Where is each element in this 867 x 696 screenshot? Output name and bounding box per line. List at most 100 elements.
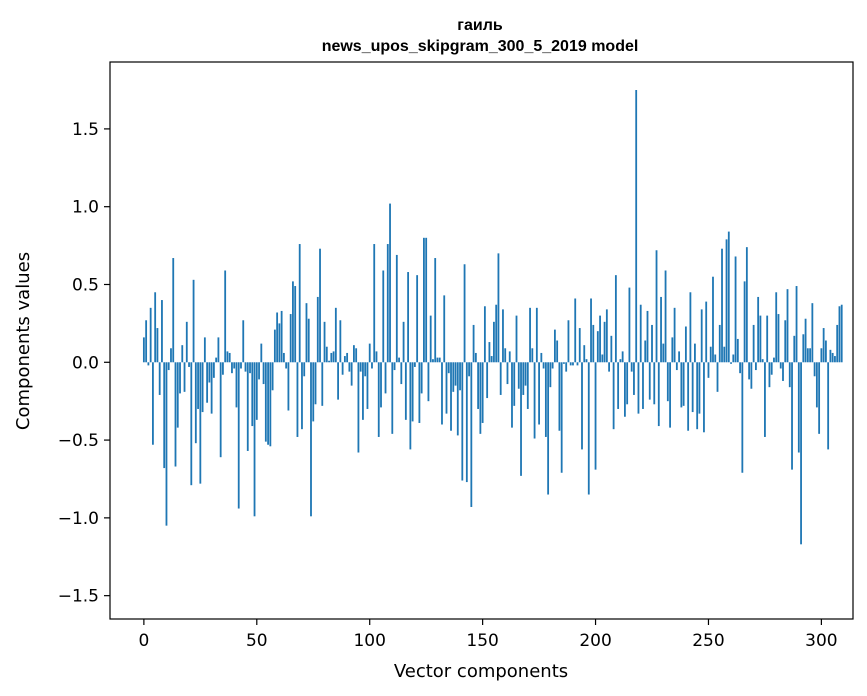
bar-137 bbox=[452, 362, 455, 392]
bar-107 bbox=[384, 362, 387, 394]
bar-292 bbox=[802, 334, 805, 363]
bar-249 bbox=[705, 301, 708, 363]
bar-92 bbox=[350, 362, 353, 386]
bar-197 bbox=[587, 362, 590, 495]
bar-195 bbox=[583, 345, 586, 363]
bar-242 bbox=[689, 292, 692, 363]
bar-131 bbox=[438, 357, 441, 363]
bar-71 bbox=[303, 362, 306, 377]
bar-99 bbox=[366, 362, 369, 409]
bar-42 bbox=[237, 362, 240, 509]
bar-162 bbox=[508, 351, 511, 363]
bar-0 bbox=[142, 337, 145, 363]
bar-277 bbox=[768, 362, 771, 388]
bar-235 bbox=[673, 307, 676, 363]
bar-175 bbox=[538, 362, 540, 425]
bar-198 bbox=[590, 298, 592, 363]
bar-224 bbox=[648, 362, 651, 400]
bar-240 bbox=[684, 326, 687, 363]
bar-20 bbox=[188, 362, 190, 367]
bar-177 bbox=[542, 362, 545, 369]
bar-51 bbox=[258, 362, 260, 380]
bar-263 bbox=[736, 338, 739, 363]
bar-206 bbox=[608, 362, 610, 372]
bar-222 bbox=[644, 340, 647, 363]
x-axis-label: Vector components bbox=[394, 661, 568, 682]
bar-186 bbox=[563, 362, 565, 364]
bar-24 bbox=[197, 362, 199, 409]
chart-subtitle: news_upos_skipgram_300_5_2019 model bbox=[322, 38, 639, 55]
y-tick-label: −0.5 bbox=[58, 431, 99, 451]
bar-247 bbox=[700, 309, 703, 363]
bar-64 bbox=[287, 362, 290, 411]
bar-217 bbox=[633, 362, 635, 395]
bar-221 bbox=[642, 362, 644, 409]
bar-83 bbox=[330, 352, 333, 363]
bar-147 bbox=[474, 352, 477, 363]
bar-214 bbox=[626, 362, 629, 405]
bar-282 bbox=[779, 362, 782, 369]
bar-257 bbox=[723, 346, 726, 363]
bar-157 bbox=[497, 253, 500, 363]
bar-10 bbox=[165, 362, 168, 526]
bar-5 bbox=[154, 292, 157, 363]
bar-88 bbox=[341, 362, 344, 375]
bar-104 bbox=[377, 362, 380, 437]
y-tick-label: 0.0 bbox=[72, 353, 99, 373]
bar-261 bbox=[732, 354, 735, 363]
bar-144 bbox=[468, 362, 470, 377]
y-axis-ticks: −1.5 −1.0 −0.5 0.0 0.5 1.0 1.5 bbox=[58, 120, 110, 607]
bar-220 bbox=[639, 304, 642, 363]
bar-298 bbox=[815, 362, 818, 408]
bar-156 bbox=[495, 304, 498, 363]
bar-100 bbox=[368, 343, 371, 363]
y-axis-label: Components values bbox=[13, 252, 34, 430]
bar-76 bbox=[314, 362, 317, 405]
bar-180 bbox=[549, 362, 552, 388]
bar-series bbox=[142, 90, 843, 545]
bar-97 bbox=[362, 362, 364, 420]
bar-38 bbox=[228, 352, 231, 363]
bar-39 bbox=[231, 362, 233, 374]
bar-109 bbox=[389, 203, 391, 363]
bar-22 bbox=[192, 279, 195, 363]
bar-262 bbox=[734, 256, 737, 363]
y-tick-label: −1.5 bbox=[58, 587, 99, 607]
bar-241 bbox=[687, 362, 690, 431]
x-axis-ticks: 0 50 100 150 200 250 300 bbox=[138, 619, 838, 651]
bar-265 bbox=[741, 362, 744, 473]
bar-238 bbox=[680, 362, 683, 408]
bar-273 bbox=[759, 315, 762, 363]
bar-134 bbox=[445, 362, 448, 414]
bar-286 bbox=[788, 362, 791, 388]
bar-163 bbox=[511, 362, 513, 428]
bar-75 bbox=[312, 362, 315, 422]
bar-272 bbox=[757, 296, 760, 363]
bar-258 bbox=[725, 239, 728, 363]
bar-275 bbox=[764, 362, 766, 437]
bar-232 bbox=[666, 362, 669, 402]
bar-63 bbox=[285, 362, 288, 369]
bar-37 bbox=[226, 351, 229, 363]
bar-67 bbox=[294, 286, 297, 363]
bar-236 bbox=[675, 362, 678, 371]
bar-299 bbox=[818, 362, 821, 434]
y-tick-label: 1.5 bbox=[72, 120, 99, 140]
bar-70 bbox=[301, 362, 303, 430]
x-tick-label: 100 bbox=[353, 631, 385, 651]
bar-7 bbox=[158, 362, 161, 395]
bar-296 bbox=[811, 303, 814, 363]
bar-128 bbox=[432, 359, 434, 363]
bar-280 bbox=[775, 292, 778, 363]
bar-161 bbox=[506, 362, 509, 385]
bar-191 bbox=[574, 298, 577, 363]
bar-223 bbox=[646, 310, 649, 363]
bar-279 bbox=[773, 357, 775, 363]
bar-47 bbox=[249, 362, 251, 374]
bar-60 bbox=[278, 323, 281, 363]
bar-288 bbox=[793, 335, 796, 363]
bar-114 bbox=[400, 362, 403, 385]
bar-81 bbox=[325, 346, 328, 363]
bar-166 bbox=[517, 362, 520, 389]
bar-209 bbox=[614, 275, 617, 363]
